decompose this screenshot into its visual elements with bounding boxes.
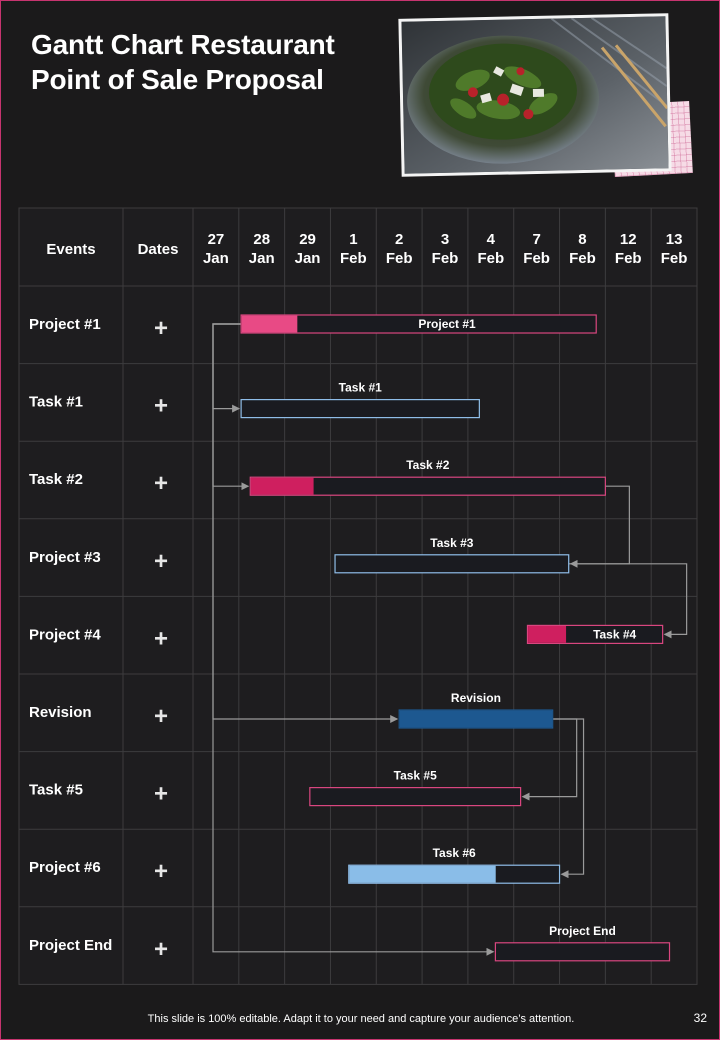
plus-icon: + bbox=[154, 703, 168, 730]
plus-icon: + bbox=[154, 858, 168, 885]
gantt-bar-frame bbox=[240, 314, 597, 334]
gantt-bar-progress bbox=[528, 626, 567, 643]
gantt-bar-label: Task #3 bbox=[430, 536, 473, 550]
header-events: Events bbox=[46, 241, 95, 258]
column-month-label: Feb bbox=[386, 250, 413, 267]
column-day-label: 1 bbox=[349, 231, 357, 248]
column-month-label: Feb bbox=[661, 250, 688, 267]
dependency-arrow bbox=[568, 563, 688, 639]
header-dates: Dates bbox=[138, 241, 179, 258]
gantt-bar-progress bbox=[241, 315, 298, 333]
gantt-bar-frame bbox=[494, 942, 671, 962]
row-event-label: Project #3 bbox=[29, 549, 101, 566]
gantt-bar-label: Task #6 bbox=[433, 846, 476, 860]
column-month-label: Feb bbox=[477, 250, 504, 267]
column-day-label: 29 bbox=[299, 231, 316, 248]
dependency-connectors bbox=[212, 323, 688, 956]
column-day-label: 8 bbox=[578, 231, 586, 248]
footer-note: This slide is 100% editable. Adapt it to… bbox=[147, 1013, 575, 1025]
column-day-label: 3 bbox=[441, 231, 449, 248]
row-event-label: Project #4 bbox=[29, 626, 101, 643]
plus-icon: + bbox=[154, 781, 168, 808]
gantt-bar-label: Task #1 bbox=[339, 381, 382, 395]
column-month-label: Feb bbox=[340, 250, 367, 267]
dependency-arrow bbox=[212, 323, 495, 956]
gantt-bar-frame bbox=[309, 786, 522, 807]
column-day-label: 4 bbox=[487, 231, 496, 248]
plus-icon: + bbox=[154, 936, 168, 963]
plus-icon: + bbox=[154, 548, 168, 575]
column-month-label: Jan bbox=[295, 250, 321, 267]
salad-image bbox=[401, 16, 669, 174]
gantt-bar-progress bbox=[250, 477, 314, 495]
row-event-label: Revision bbox=[29, 704, 92, 721]
column-month-label: Feb bbox=[569, 250, 596, 267]
column-month-label: Feb bbox=[432, 250, 459, 267]
gantt-bar-progress bbox=[399, 710, 553, 728]
salad-bowl-photo bbox=[401, 16, 669, 174]
dependency-arrow bbox=[552, 718, 585, 879]
plus-icon: + bbox=[154, 470, 168, 497]
gantt-bar-label: Task #5 bbox=[394, 769, 437, 783]
row-event-label: Project #1 bbox=[29, 316, 101, 333]
gantt-bar-label: Project #1 bbox=[418, 317, 476, 331]
column-day-label: 13 bbox=[666, 231, 683, 248]
column-month-label: Feb bbox=[615, 250, 642, 267]
gantt-bar-label: Task #4 bbox=[593, 627, 636, 641]
gantt-bars: Project #1 Task #1 Task #2 Task #3 Task #4 Re… bbox=[240, 314, 671, 962]
gantt-bar-label: Task #2 bbox=[406, 458, 449, 472]
gantt-chart: Events Dates 27 Jan 28 Jan 29 Jan 1 Feb 2 Feb 3 Feb 4 F… bbox=[18, 207, 698, 985]
plus-icon: + bbox=[154, 393, 168, 420]
gantt-bar-frame bbox=[240, 399, 480, 419]
table-header: Events Dates 27 Jan 28 Jan 29 Jan 1 Feb 2 Feb 3 Feb 4 F… bbox=[46, 231, 687, 267]
gantt-bar-frame bbox=[249, 476, 606, 496]
gantt-bar-progress bbox=[349, 865, 496, 883]
page-number: 32 bbox=[693, 1011, 707, 1025]
plus-icon: + bbox=[154, 315, 168, 342]
column-day-label: 2 bbox=[395, 231, 403, 248]
column-day-label: 27 bbox=[208, 231, 225, 248]
column-month-label: Jan bbox=[203, 250, 229, 267]
row-event-label: Task #2 bbox=[29, 471, 83, 488]
row-event-label: Project #6 bbox=[29, 859, 101, 876]
gantt-bar-frame bbox=[334, 554, 570, 574]
column-day-label: 12 bbox=[620, 231, 637, 248]
column-day-label: 28 bbox=[253, 231, 270, 248]
plus-icon: + bbox=[154, 625, 168, 652]
page-title: Gantt Chart Restaurant Point of Sale Pro… bbox=[31, 29, 335, 95]
column-month-label: Feb bbox=[523, 250, 550, 267]
row-event-label: Task #1 bbox=[29, 394, 83, 411]
row-event-label: Task #5 bbox=[29, 782, 83, 799]
table-rows: Project #1 + Task #1 + Task #2 + Project #3 + Pr… bbox=[29, 315, 168, 963]
gantt-bar-label: Revision bbox=[451, 691, 501, 705]
column-day-label: 7 bbox=[532, 231, 540, 248]
row-event-label: Project End bbox=[29, 937, 112, 954]
gantt-bar-label: Project End bbox=[549, 924, 616, 938]
column-month-label: Jan bbox=[249, 250, 275, 267]
